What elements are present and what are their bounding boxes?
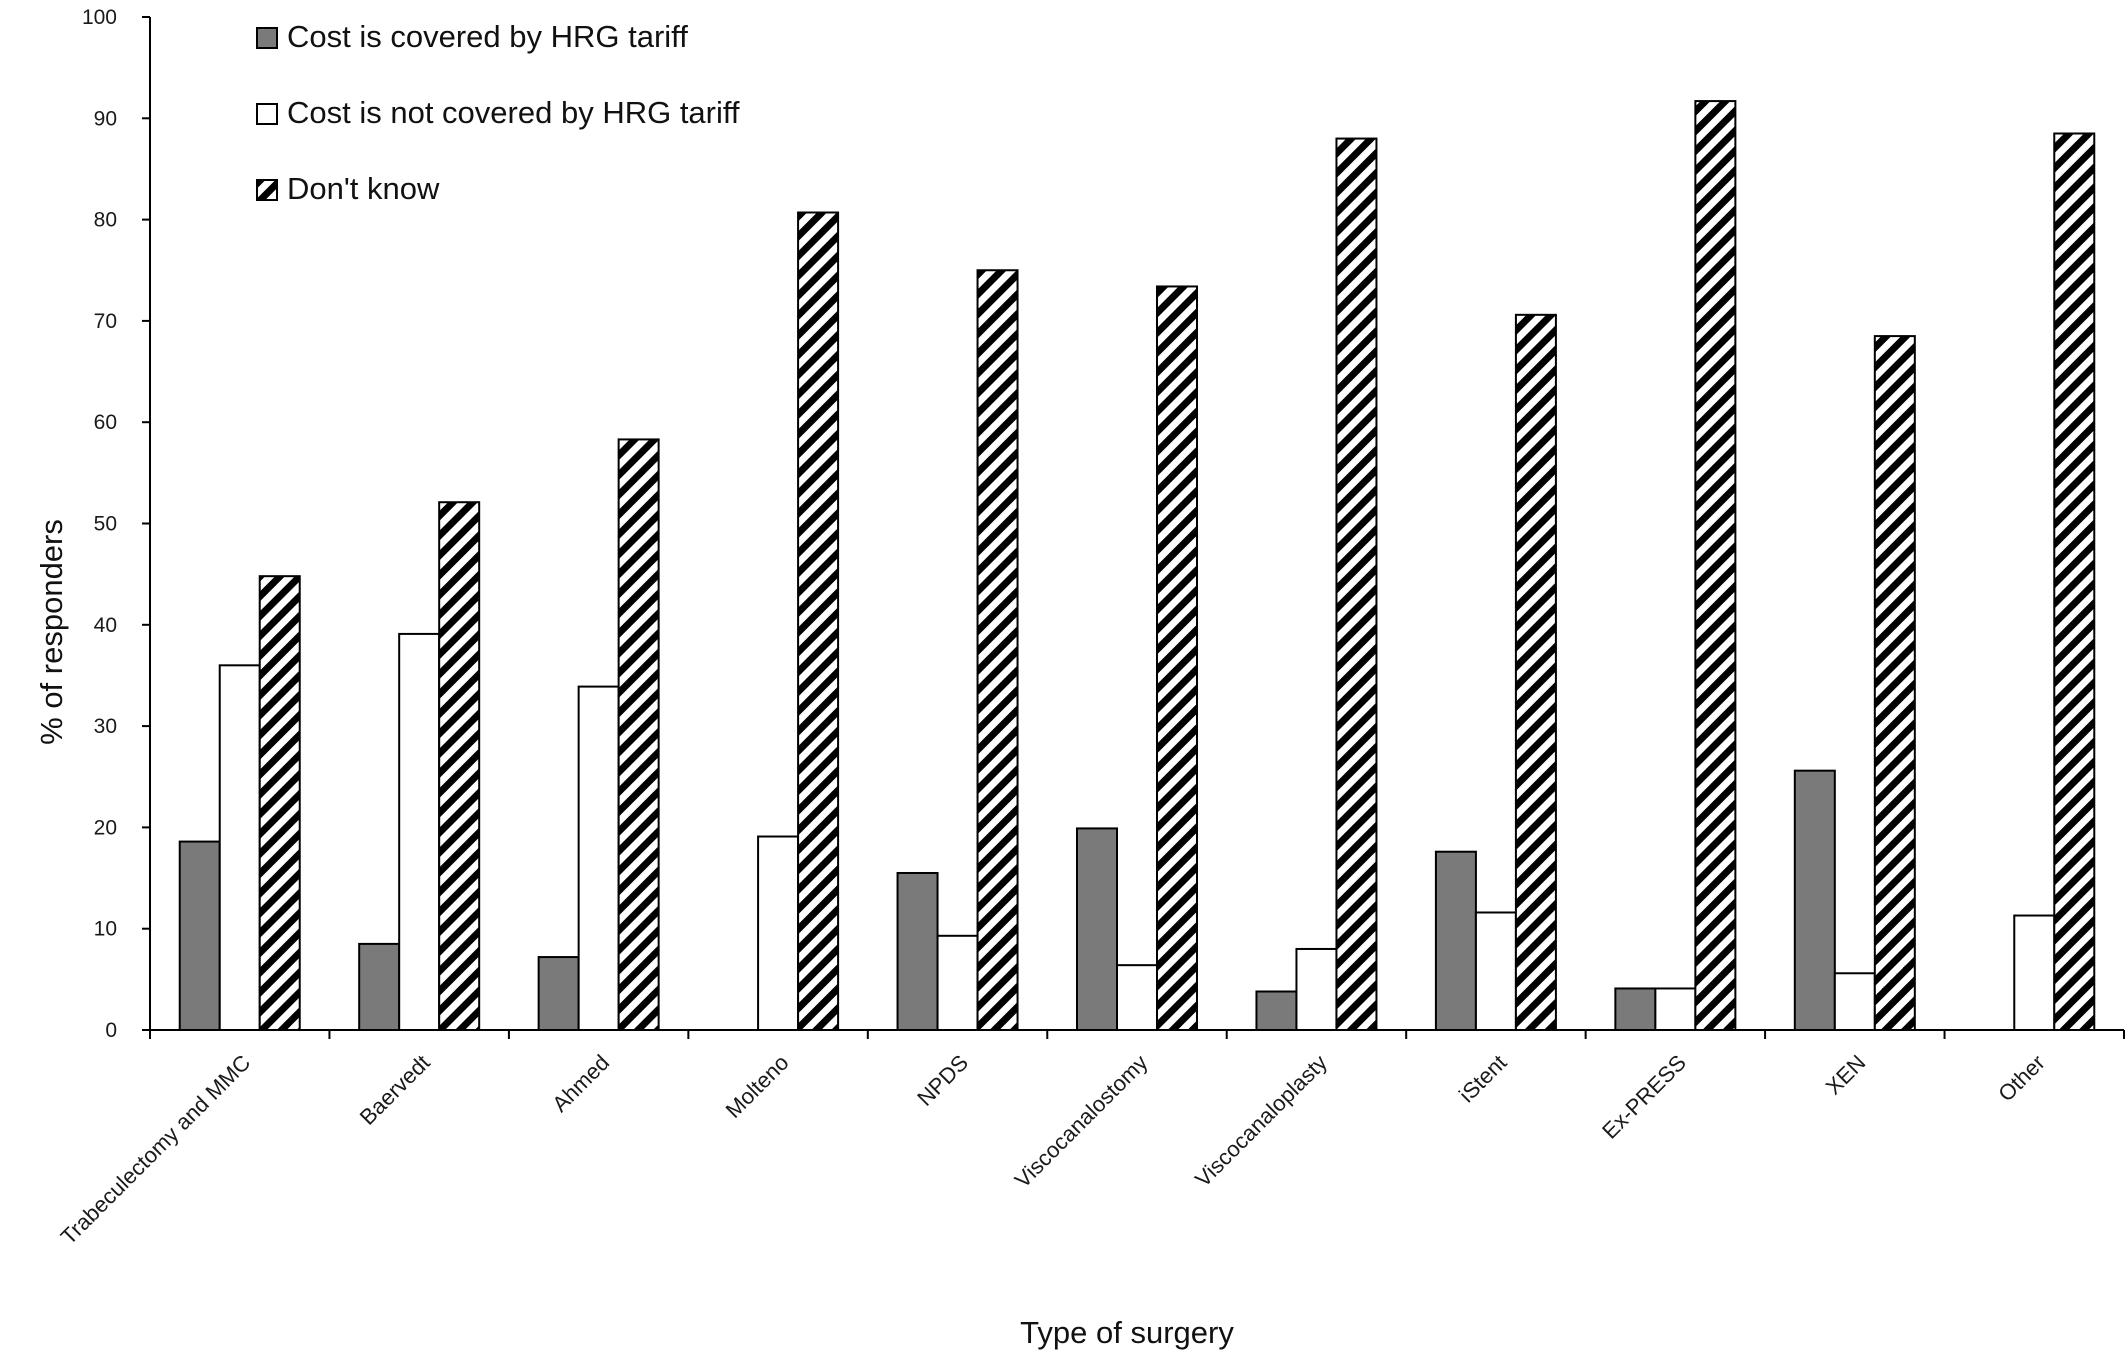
bar-covered bbox=[896, 871, 939, 1031]
bar-not-covered bbox=[1833, 972, 1876, 1031]
bar-covered bbox=[1793, 769, 1836, 1031]
legend-swatch bbox=[256, 103, 278, 125]
bar-dont-know bbox=[1514, 313, 1557, 1031]
bar-not-covered bbox=[2013, 914, 2056, 1032]
x-category-label: Baervedt bbox=[355, 1050, 435, 1130]
y-tick-label: 20 bbox=[94, 816, 117, 839]
bar-covered bbox=[537, 956, 580, 1032]
bar-dont-know bbox=[1873, 335, 1916, 1032]
bar-not-covered bbox=[398, 632, 441, 1031]
y-tick-label: 0 bbox=[105, 1019, 117, 1042]
bar-covered bbox=[178, 840, 221, 1031]
y-tick-label: 40 bbox=[94, 614, 117, 637]
x-category-label: NPDS bbox=[912, 1050, 973, 1111]
x-category-label: Ahmed bbox=[547, 1050, 614, 1117]
bar-not-covered bbox=[1474, 911, 1517, 1032]
x-category-label: Molteno bbox=[721, 1050, 794, 1123]
x-category-label: XEN bbox=[1821, 1050, 1871, 1100]
bar-not-covered bbox=[757, 835, 800, 1032]
x-category-label: Viscocanaloplasty bbox=[1190, 1050, 1332, 1192]
bar-dont-know bbox=[1156, 285, 1198, 1031]
legend-label: Cost is not covered by HRG tariff bbox=[287, 95, 740, 130]
x-category-label: iStent bbox=[1454, 1050, 1511, 1107]
legend-label: Don't know bbox=[287, 171, 440, 206]
bar-dont-know bbox=[976, 269, 1019, 1031]
bar-not-covered bbox=[936, 934, 979, 1032]
bar-dont-know bbox=[258, 575, 301, 1032]
y-tick-label: 60 bbox=[94, 411, 117, 434]
legend-label: Cost is covered by HRG tariff bbox=[287, 19, 688, 54]
bar-not-covered bbox=[1116, 964, 1158, 1032]
bar-dont-know bbox=[797, 211, 840, 1032]
bar-covered bbox=[1614, 987, 1657, 1031]
y-tick-label: 90 bbox=[94, 107, 117, 130]
bar-dont-know bbox=[438, 501, 481, 1031]
x-category-label: Other bbox=[1993, 1050, 2050, 1107]
y-tick-label: 70 bbox=[94, 310, 117, 333]
y-tick-label: 30 bbox=[94, 715, 117, 738]
y-tick-label: 80 bbox=[94, 209, 117, 232]
bar-covered bbox=[358, 942, 401, 1032]
y-tick-label: 100 bbox=[82, 6, 117, 29]
y-tick-label: 10 bbox=[94, 918, 117, 941]
bar-covered bbox=[1434, 850, 1477, 1031]
bar-not-covered bbox=[218, 664, 261, 1031]
legend-swatch bbox=[256, 179, 278, 201]
bar-not-covered bbox=[1295, 947, 1338, 1032]
legend: Cost is covered by HRG tariff Cost is not… bbox=[256, 19, 740, 206]
bar-dont-know bbox=[1335, 137, 1378, 1031]
x-category-label: Trabeculectomy and MMC bbox=[56, 1050, 256, 1250]
bar-dont-know bbox=[2053, 132, 2096, 1031]
x-category-label: Ex-PRESS bbox=[1597, 1050, 1691, 1144]
legend-swatch bbox=[256, 27, 278, 49]
bars bbox=[178, 100, 2096, 1032]
bar-dont-know bbox=[617, 438, 660, 1031]
bar-not-covered bbox=[1654, 987, 1697, 1031]
bar-not-covered bbox=[577, 685, 620, 1032]
x-category-label: Viscocanalostomy bbox=[1010, 1050, 1153, 1193]
bar-dont-know bbox=[1694, 100, 1737, 1032]
x-axis-title: Type of surgery bbox=[1020, 1315, 1234, 1350]
bar-covered bbox=[1255, 990, 1298, 1031]
bar-covered bbox=[1076, 827, 1118, 1032]
y-axis-title: % of responders bbox=[34, 519, 69, 745]
y-tick-label: 50 bbox=[94, 513, 117, 536]
